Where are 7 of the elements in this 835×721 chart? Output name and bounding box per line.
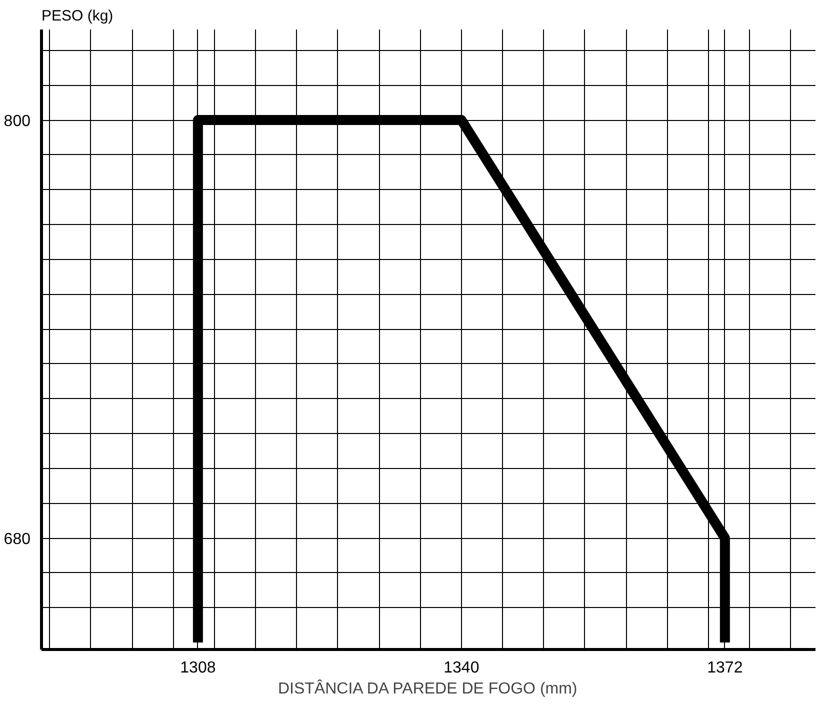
y-axis-title: PESO (kg) xyxy=(42,8,114,24)
y-tick-label: 800 xyxy=(4,113,31,130)
x-axis-title: DISTÂNCIA DA PAREDE DE FOGO (mm) xyxy=(278,680,578,698)
x-tick-label: 1372 xyxy=(707,660,743,676)
x-tick-label: 1340 xyxy=(444,660,480,676)
x-tick-label: 1308 xyxy=(180,660,216,676)
y-tick-label: 680 xyxy=(4,531,31,548)
